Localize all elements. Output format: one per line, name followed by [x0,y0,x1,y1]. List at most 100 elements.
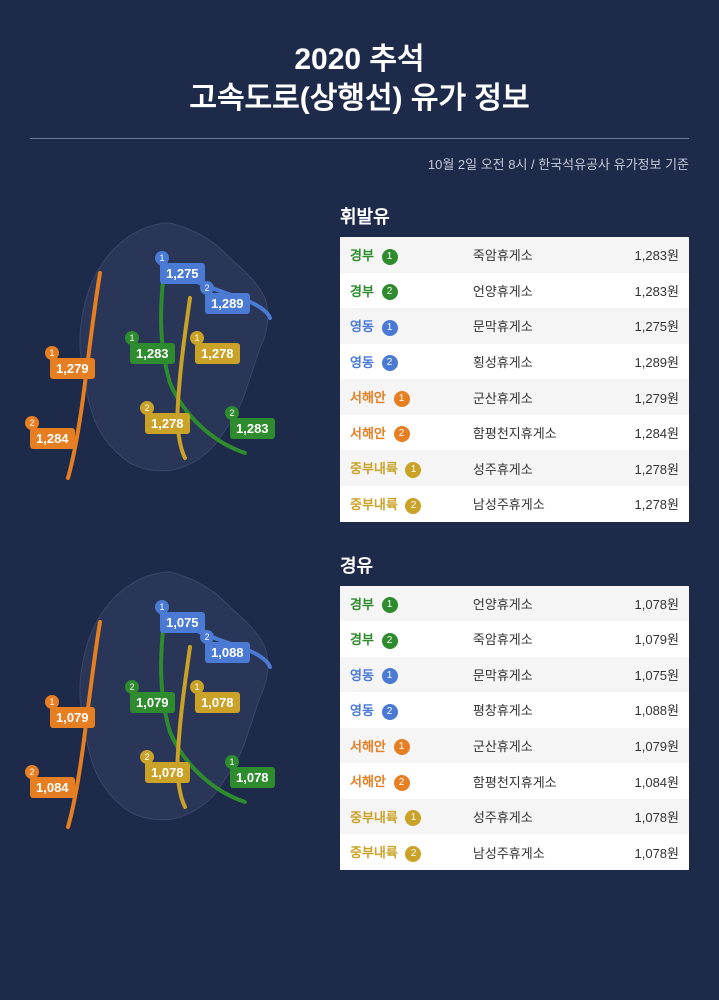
route-name: 중부내륙 [350,845,398,860]
price-row: 중부내륙 1 성주휴게소 1,278원 [340,450,689,486]
route-cell: 경부 1 [340,586,463,622]
map-price-label: 1,289 [205,293,250,314]
price-row: 서해안 2 함평천지휴게소 1,084원 [340,763,689,799]
station-cell: 언양휴게소 [463,586,602,622]
price-row: 영동 1 문막휴게소 1,075원 [340,657,689,693]
map-price-label: 1,075 [160,612,205,633]
table-title: 휘발유 [340,203,689,229]
map-price-label: 1,279 [50,358,95,379]
route-num-badge: 1 [382,320,398,336]
korea-map [30,203,320,503]
price-table: 경부 1 언양휴게소 1,078원 경부 2 죽암휴게소 1,079원 영동 1… [340,586,689,871]
map-area: 1 1,275 2 1,289 1 1,283 1 1,278 1 1,279 … [30,203,320,503]
map-price-label: 1,084 [30,777,75,798]
route-cell: 중부내륙 1 [340,450,463,486]
map-price-label: 1,088 [205,642,250,663]
route-name: 경부 [350,284,374,299]
fuel-section-0: 1 1,275 2 1,289 1 1,283 1 1,278 1 1,279 … [30,203,689,522]
route-name: 서해안 [350,739,386,754]
station-cell: 죽암휴게소 [463,237,602,273]
table-title: 경유 [340,552,689,578]
route-num-badge: 2 [405,498,421,514]
map-price-label: 1,079 [50,707,95,728]
route-num-badge: 1 [405,462,421,478]
price-cell: 1,078원 [602,586,689,622]
route-name: 영동 [350,319,374,334]
route-name: 영동 [350,668,374,683]
route-num-badge: 2 [382,355,398,371]
price-cell: 1,275원 [602,308,689,344]
route-name: 서해안 [350,426,386,441]
route-num-badge: 2 [382,704,398,720]
route-cell: 중부내륙 1 [340,799,463,835]
map-price-label: 1,078 [145,762,190,783]
map-price-label: 1,278 [145,413,190,434]
route-num-badge: 1 [382,668,398,684]
station-cell: 문막휴게소 [463,657,602,693]
route-num-badge: 1 [382,249,398,265]
map-price-label: 1,078 [230,767,275,788]
route-cell: 영동 1 [340,308,463,344]
map-area: 1 1,075 2 1,088 2 1,079 1 1,078 1 1,079 … [30,552,320,852]
map-price-label: 1,283 [130,343,175,364]
fuel-section-1: 1 1,075 2 1,088 2 1,079 1 1,078 1 1,079 … [30,552,689,871]
price-row: 영동 1 문막휴게소 1,275원 [340,308,689,344]
price-cell: 1,088원 [602,692,689,728]
price-cell: 1,278원 [602,486,689,522]
station-cell: 언양휴게소 [463,273,602,309]
map-price-label: 1,078 [195,692,240,713]
price-row: 중부내륙 2 남성주휴게소 1,078원 [340,834,689,870]
station-cell: 평창휴게소 [463,692,602,728]
map-price-label: 1,284 [30,428,75,449]
title-line1: 2020 추석 [294,43,424,76]
price-row: 서해안 2 함평천지휴게소 1,284원 [340,415,689,451]
route-cell: 영동 2 [340,344,463,380]
price-cell: 1,278원 [602,450,689,486]
route-num-badge: 2 [394,426,410,442]
route-cell: 경부 1 [340,237,463,273]
route-num-badge: 1 [382,597,398,613]
route-name: 중부내륙 [350,461,398,476]
main-title: 2020 추석 고속도로(상행선) 유가 정보 [30,40,689,118]
route-cell: 영동 1 [340,657,463,693]
station-cell: 군산휴게소 [463,728,602,764]
price-row: 경부 1 언양휴게소 1,078원 [340,586,689,622]
price-cell: 1,084원 [602,763,689,799]
route-cell: 중부내륙 2 [340,486,463,522]
price-cell: 1,283원 [602,237,689,273]
route-cell: 서해안 2 [340,415,463,451]
route-name: 경부 [350,597,374,612]
station-cell: 죽암휴게소 [463,621,602,657]
map-price-label: 1,278 [195,343,240,364]
table-area: 휘발유 경부 1 죽암휴게소 1,283원 경부 2 언양휴게소 1,283원 … [340,203,689,522]
route-num-badge: 1 [405,810,421,826]
divider [30,138,689,139]
price-cell: 1,078원 [602,799,689,835]
table-area: 경유 경부 1 언양휴게소 1,078원 경부 2 죽암휴게소 1,079원 영… [340,552,689,871]
price-cell: 1,284원 [602,415,689,451]
price-cell: 1,078원 [602,834,689,870]
title-line2: 고속도로(상행선) 유가 정보 [189,82,529,115]
route-num-badge: 2 [382,284,398,300]
price-row: 경부 2 언양휴게소 1,283원 [340,273,689,309]
station-cell: 남성주휴게소 [463,834,602,870]
station-cell: 문막휴게소 [463,308,602,344]
route-cell: 서해안 1 [340,728,463,764]
route-name: 서해안 [350,774,386,789]
price-cell: 1,075원 [602,657,689,693]
route-name: 서해안 [350,390,386,405]
price-cell: 1,279원 [602,379,689,415]
route-cell: 영동 2 [340,692,463,728]
route-name: 영동 [350,703,374,718]
price-row: 경부 1 죽암휴게소 1,283원 [340,237,689,273]
price-cell: 1,079원 [602,621,689,657]
price-row: 영동 2 평창휴게소 1,088원 [340,692,689,728]
price-table: 경부 1 죽암휴게소 1,283원 경부 2 언양휴게소 1,283원 영동 1… [340,237,689,522]
route-name: 경부 [350,248,374,263]
route-cell: 서해안 1 [340,379,463,415]
route-num-badge: 2 [382,633,398,649]
station-cell: 성주휴게소 [463,799,602,835]
price-row: 서해안 1 군산휴게소 1,079원 [340,728,689,764]
route-cell: 서해안 2 [340,763,463,799]
price-row: 중부내륙 2 남성주휴게소 1,278원 [340,486,689,522]
